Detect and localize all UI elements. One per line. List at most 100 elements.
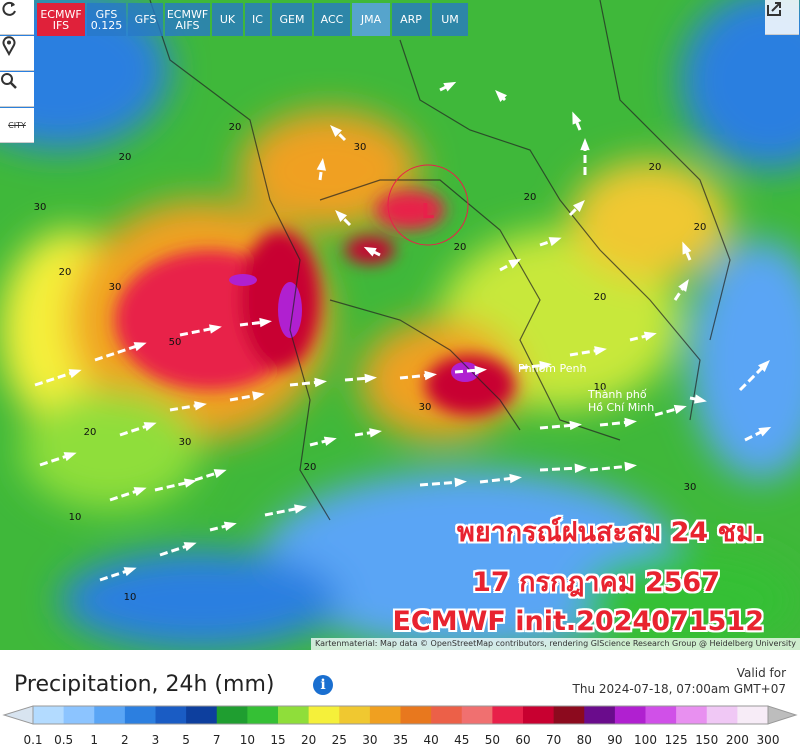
- scale-label: 50: [485, 733, 500, 747]
- model-button[interactable]: GEM: [272, 3, 312, 36]
- place-label: Phnom Penh: [518, 362, 586, 375]
- scale-swatch: [553, 706, 585, 724]
- zoom-button[interactable]: [0, 72, 34, 107]
- scale-swatch: [492, 706, 524, 724]
- scale-swatch: [124, 706, 156, 724]
- wind-arrow: [338, 213, 352, 227]
- model-button[interactable]: ECMWF AIFS: [165, 3, 210, 36]
- precip-field: 30 20 20 20 50 30 10 20 30 20 30 20 10 20 30 20 20 30 20 10…: [0, 0, 800, 650]
- info-button[interactable]: i: [313, 675, 333, 695]
- scale-swatch: [676, 706, 708, 724]
- scale-label: 20: [301, 733, 316, 747]
- wind-arrow-head: [183, 542, 197, 552]
- wind-arrow-head: [694, 394, 707, 404]
- wind-arrow-head: [209, 324, 222, 334]
- model-button[interactable]: IC: [245, 3, 270, 36]
- wind-arrow-head: [678, 279, 689, 292]
- scale-swatch: [584, 706, 616, 724]
- contour-label: 20: [649, 162, 662, 173]
- scale-label: 3: [152, 733, 160, 747]
- wind-arrow: [454, 368, 481, 374]
- scale-label: 90: [607, 733, 622, 747]
- scale-swatch: [431, 706, 463, 724]
- contour-label: 30: [684, 482, 697, 493]
- wind-arrow-head: [495, 90, 507, 102]
- overlay-text: พยากรณ์ฝนสะสม 24 ชม.: [457, 517, 764, 548]
- share-button[interactable]: [765, 0, 799, 35]
- overlay-text: 17 กรกฎาคม 2567: [472, 567, 720, 598]
- wind-arrow: [229, 393, 259, 402]
- place-label: Thành phố Hồ Chí Minh: [587, 388, 654, 414]
- scale-label: 15: [270, 733, 285, 747]
- wind-arrow-head: [68, 369, 82, 379]
- scale-label: 100: [634, 733, 657, 747]
- scale-border: [32, 705, 769, 725]
- scale-swatch: [737, 706, 769, 724]
- model-button[interactable]: JMA: [352, 3, 390, 36]
- contour-label: 20: [454, 242, 467, 253]
- wind-arrow: [194, 470, 221, 482]
- zoom-icon: [1, 73, 17, 89]
- scale-swatch: [155, 706, 187, 724]
- attribution: Kartenmaterial: Map data © OpenStreetMap…: [310, 638, 800, 650]
- scale-label: 7: [213, 733, 221, 747]
- wind-arrow: [39, 453, 71, 467]
- scale-label: 60: [515, 733, 530, 747]
- wind-arrow-head: [594, 346, 607, 356]
- wind-arrow-head: [143, 422, 157, 432]
- wind-arrow: [369, 248, 381, 257]
- contour-label: 20: [119, 152, 132, 163]
- wind-arrow-head: [314, 377, 327, 388]
- scale-swatch: [33, 706, 65, 724]
- wind-arrow: [479, 476, 516, 484]
- scale-swatch: [645, 706, 677, 724]
- scale-swatch: [706, 706, 738, 724]
- model-button[interactable]: GFS: [128, 3, 163, 36]
- wind-arrow-head: [123, 567, 137, 577]
- wind-arrow-head: [363, 246, 377, 257]
- wind-arrow-head: [369, 428, 382, 438]
- wind-arrow-head: [508, 258, 522, 269]
- model-button[interactable]: GFS 0.125: [87, 3, 126, 36]
- scale-label: 35: [393, 733, 408, 747]
- wind-arrow-head: [335, 210, 347, 222]
- wind-arrow-head: [63, 452, 77, 462]
- wind-arrow-head: [316, 158, 327, 171]
- contour-label: 10: [69, 512, 82, 523]
- wind-arrow: [519, 363, 546, 370]
- model-button[interactable]: UK: [212, 3, 243, 36]
- location-button[interactable]: [0, 36, 34, 71]
- model-button[interactable]: ECMWF IFS: [37, 3, 85, 36]
- contour-label: 20: [229, 122, 242, 133]
- model-button[interactable]: ARP: [392, 3, 430, 36]
- model-button[interactable]: ACC: [314, 3, 350, 36]
- scale-over: [767, 705, 798, 725]
- wind-arrow: [568, 203, 582, 217]
- scale-swatch: [278, 706, 310, 724]
- valid-time: Thu 2024-07-18, 07:00am GMT+07: [572, 682, 786, 696]
- wind-arrow-head: [223, 521, 237, 531]
- legend-title: Precipitation, 24h (mm): [14, 672, 275, 697]
- scale-swatch: [308, 706, 340, 724]
- scale-label: 45: [454, 733, 469, 747]
- model-button[interactable]: UM: [432, 3, 468, 36]
- wind-arrow-head: [643, 331, 657, 341]
- contour-label: 20: [59, 267, 72, 278]
- wind-arrow-head: [548, 237, 562, 247]
- scale-swatch: [339, 706, 371, 724]
- scale-label: 125: [665, 733, 688, 747]
- reload-button[interactable]: [0, 0, 34, 35]
- valid-for: Valid for: [736, 666, 786, 680]
- wind-arrow-head: [252, 391, 265, 401]
- contour-label: 30: [419, 402, 432, 413]
- low-marker: L: [422, 199, 435, 223]
- city-button[interactable]: CITY: [0, 108, 34, 143]
- contour-label: 30: [34, 202, 47, 213]
- wind-arrow-head: [580, 138, 590, 151]
- scale-label: 200: [726, 733, 749, 747]
- map[interactable]: 30 20 20 20 50 30 10 20 30 20 30 20 10 20 30 20 20 30 20 10…: [0, 0, 800, 650]
- scale-swatch: [614, 706, 646, 724]
- contour-label: 20: [304, 462, 317, 473]
- wind-arrow-head: [758, 360, 770, 372]
